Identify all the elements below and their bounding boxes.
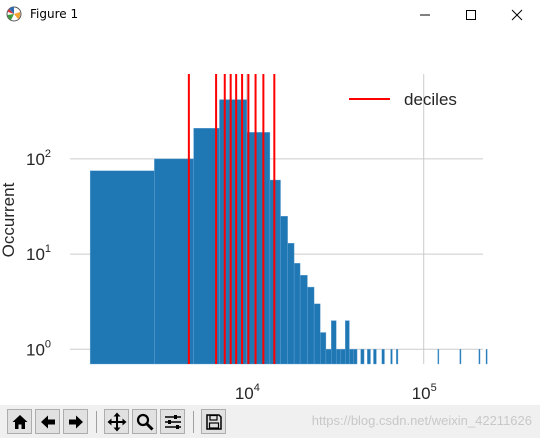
y-axis-label: Occurrent [0,182,18,257]
back-button[interactable] [35,409,60,434]
legend-label: deciles [404,90,457,109]
zoom-button[interactable] [132,409,157,434]
forward-icon [68,415,83,428]
histogram-bar [89,170,155,365]
histogram-bar [349,349,354,365]
histogram-bar [437,349,440,365]
x-tick-label: 104 [235,382,260,403]
maximize-button[interactable] [448,0,494,30]
pan-button[interactable] [104,409,129,434]
toolbar-separator [96,411,97,433]
y-tick-label: 100 [26,338,51,359]
histogram-bar [396,349,399,365]
histogram-bar [325,349,332,365]
histogram-bar [331,320,337,365]
histogram-bar [381,349,385,365]
histogram-bar [340,349,346,365]
save-button[interactable] [201,409,226,434]
histogram-bar [459,349,462,365]
x-tick-label: 105 [412,382,437,403]
matplotlib-logo-icon [6,6,22,22]
navigation-toolbar: https://blog.csdn.net/weixin_42211626 [0,405,540,438]
histogram-bar [313,303,321,365]
home-icon [12,414,27,429]
pan-icon [107,412,126,431]
histogram-bar [353,349,358,365]
window-title: Figure 1 [30,7,79,21]
histogram-chart: 100 101 102 104 105 Occurrent deciles [0,74,488,403]
histogram-bar [299,274,308,365]
back-icon [40,415,55,428]
histogram-bar [320,332,327,365]
maximize-icon [466,10,476,20]
configure-subplots-icon [164,414,181,429]
histogram-bar [335,349,342,365]
forward-button[interactable] [63,409,88,434]
histogram-bar [360,349,365,365]
histogram-bar [367,349,371,365]
home-button[interactable] [7,409,32,434]
minimize-button[interactable] [402,0,448,30]
y-tick-label: 101 [26,243,51,264]
histogram-bar [246,132,271,365]
histogram-bar [293,263,301,365]
toolbar-separator [193,411,194,433]
minimize-icon [420,14,430,16]
figure-canvas[interactable]: 100 101 102 104 105 Occurrent deciles [0,30,540,405]
histogram-bar [390,349,393,365]
histogram-bar [154,158,194,365]
histogram-bar [373,349,377,365]
title-bar: Figure 1 [0,0,540,30]
configure-subplots-button[interactable] [160,409,185,434]
histogram-bar [287,243,295,365]
histogram-bar [345,320,350,365]
y-tick-label: 102 [26,148,51,169]
histogram-bar [478,349,481,365]
histogram-bar [280,216,288,365]
close-icon [511,9,523,21]
watermark-text: https://blog.csdn.net/weixin_42211626 [311,413,532,428]
histogram-bar [307,286,315,365]
zoom-icon [136,413,154,431]
save-icon [205,413,222,430]
histogram-bar [485,349,488,365]
close-button[interactable] [494,0,540,30]
